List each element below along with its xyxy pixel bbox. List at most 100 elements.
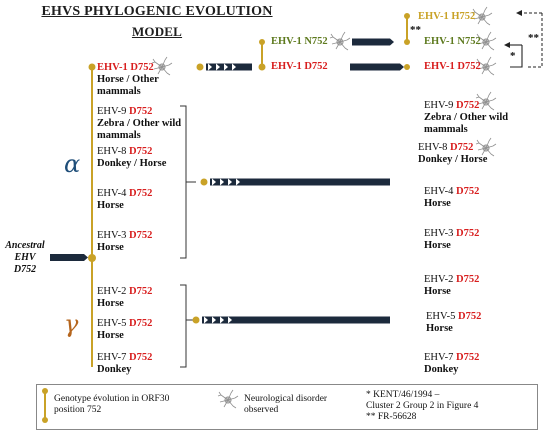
left-ehv9-virus: EHV-9 xyxy=(97,106,127,117)
left-ehv3: EHV-3 D752 Horse xyxy=(97,230,152,254)
middle-d752-label: EHV-1 D752 xyxy=(271,61,328,72)
ehv1-branch-arrow xyxy=(196,63,252,71)
right-ehv5-host: Horse xyxy=(426,323,453,334)
diagram-subtitle: model xyxy=(131,24,183,39)
right-ehv1-h752: EHV-1 H752 xyxy=(418,11,475,23)
left-ehv4-virus: EHV-4 xyxy=(97,188,127,199)
right-ehv3: EHV-3 D752 Horse xyxy=(424,228,479,252)
ancestral-line1: Ancestral xyxy=(5,240,45,251)
middle-node-d752 xyxy=(258,63,266,71)
d752-arrow xyxy=(350,63,404,71)
left-ehv1-virus: EHV-1 xyxy=(97,62,128,73)
left-ehv8-host: Donkey / Horse xyxy=(97,158,167,169)
right-ehv2: EHV-2 D752 Horse xyxy=(424,274,479,298)
legend-neuro-text: Neurological disorder observed xyxy=(244,394,328,415)
right-ehv8-mutation: D752 xyxy=(450,142,474,153)
right-ehv9-host: Zebra / Other wild mammals xyxy=(424,112,509,135)
right-ehv5: EHV-5 D752 Horse xyxy=(426,311,481,335)
left-ehv8-mutation: D752 xyxy=(129,146,153,157)
right-d752-virus: EHV-1 xyxy=(424,61,455,72)
left-ehv9-host: Zebra / Other wild mammals xyxy=(97,118,182,141)
left-ehv1: EHV-1 D752 Horse / Other mammals xyxy=(97,62,177,98)
left-ehv4: EHV-4 D752 Horse xyxy=(97,188,152,212)
right-ehv4-mutation: D752 xyxy=(456,186,480,197)
right-ehv8-host: Donkey / Horse xyxy=(418,154,488,165)
right-ehv5-mutation: D752 xyxy=(458,311,482,322)
left-ehv2-mutation: D752 xyxy=(129,286,153,297)
right-ehv1-n752: EHV-1 N752 xyxy=(424,36,481,48)
right-ehv9-virus: EHV-9 xyxy=(424,100,454,111)
left-ehv2-host: Horse xyxy=(97,298,124,309)
gamma-label: γ xyxy=(64,310,79,338)
left-ehv9-mutation: D752 xyxy=(129,106,153,117)
legend-genotype-text: Genotype évolution in ORF30 position 752 xyxy=(54,394,170,415)
top-node xyxy=(88,63,96,71)
right-d752-mutation: D752 xyxy=(457,61,481,72)
right-ehv3-host: Horse xyxy=(424,240,451,251)
right-node-h752 xyxy=(404,13,410,19)
left-ehv5-mutation: D752 xyxy=(129,318,153,329)
right-n752-virus: EHV-1 xyxy=(424,36,455,47)
left-ehv7-mutation: D752 xyxy=(129,352,153,363)
legend-note3: ** FR-56628 xyxy=(366,412,417,422)
left-ehv8: EHV-8 D752 Donkey / Horse xyxy=(97,146,166,170)
right-ehv4-virus: EHV-4 xyxy=(424,186,454,197)
neuron-icon-middle-n752 xyxy=(329,31,351,51)
left-ehv4-mutation: D752 xyxy=(129,188,153,199)
double-star-h752: ** xyxy=(410,24,421,36)
diagram-title: EHVs phylogenic evolution xyxy=(41,4,273,19)
left-ehv2-virus: EHV-2 xyxy=(97,286,127,297)
right-ehv2-mutation: D752 xyxy=(456,274,480,285)
right-ehv8: EHV-8 D752 Donkey / Horse xyxy=(418,142,487,166)
right-ehv7-host: Donkey xyxy=(424,364,459,375)
double-star-right: ** xyxy=(528,32,539,44)
right-ehv8-virus: EHV-8 xyxy=(418,142,448,153)
right-ehv3-virus: EHV-3 xyxy=(424,228,454,239)
legend-box xyxy=(36,384,538,430)
right-h752-virus: EHV-1 xyxy=(418,11,449,22)
left-ehv7: EHV-7 D752 Donkey xyxy=(97,352,152,376)
ancestral-arrow xyxy=(50,254,88,261)
left-ehv3-mutation: D752 xyxy=(129,230,153,241)
left-ehv5-virus: EHV-5 xyxy=(97,318,127,329)
legend-note1: * KENT/46/1994 – xyxy=(366,390,440,400)
left-ehv3-virus: EHV-3 xyxy=(97,230,127,241)
left-ehv5: EHV-5 D752 Horse xyxy=(97,318,152,342)
alpha-arrow xyxy=(200,178,390,186)
right-ehv2-host: Horse xyxy=(424,286,451,297)
single-star: * xyxy=(510,50,516,62)
left-ehv1-host: Horse / Other mammals xyxy=(97,74,159,97)
right-ehv1-d752: EHV-1 D752 xyxy=(424,61,481,73)
right-node-n752 xyxy=(404,39,410,45)
left-ehv1-mutation: D752 xyxy=(130,62,154,73)
middle-n752-label: EHV-1 N752 xyxy=(271,36,328,47)
left-ehv9: EHV-9 D752 Zebra / Other wild mammals xyxy=(97,106,182,142)
right-ehv3-mutation: D752 xyxy=(456,228,480,239)
left-ehv4-host: Horse xyxy=(97,200,124,211)
right-ehv2-virus: EHV-2 xyxy=(424,274,454,285)
right-ehv7-mutation: D752 xyxy=(456,352,480,363)
left-ehv5-host: Horse xyxy=(97,330,124,341)
gamma-bracket xyxy=(180,284,187,368)
right-ehv7: EHV-7 D752 Donkey xyxy=(424,352,479,376)
right-ehv9-mutation: D752 xyxy=(456,100,480,111)
ancestral-line2: EHV xyxy=(14,252,36,263)
right-ehv7-virus: EHV-7 xyxy=(424,352,454,363)
left-ehv8-virus: EHV-8 xyxy=(97,146,127,157)
left-ehv3-host: Horse xyxy=(97,242,124,253)
middle-node-n752 xyxy=(259,39,265,45)
ancestral-label: Ancestral EHV D752 xyxy=(4,240,46,276)
right-n752-mutation: N752 xyxy=(457,36,481,47)
gamma-arrow xyxy=(192,316,390,324)
n752-arrow xyxy=(352,38,394,46)
legend-note2: Cluster 2 Group 2 in Figure 4 xyxy=(366,401,479,411)
left-ehv7-virus: EHV-7 xyxy=(97,352,127,363)
right-h752-mutation: H752 xyxy=(451,11,476,22)
ancestral-node xyxy=(88,254,96,262)
left-ehv7-host: Donkey xyxy=(97,364,132,375)
right-ehv5-virus: EHV-5 xyxy=(426,311,456,322)
right-node-d752 xyxy=(404,64,410,70)
right-ehv4: EHV-4 D752 Horse xyxy=(424,186,479,210)
alpha-label: α xyxy=(64,150,81,178)
